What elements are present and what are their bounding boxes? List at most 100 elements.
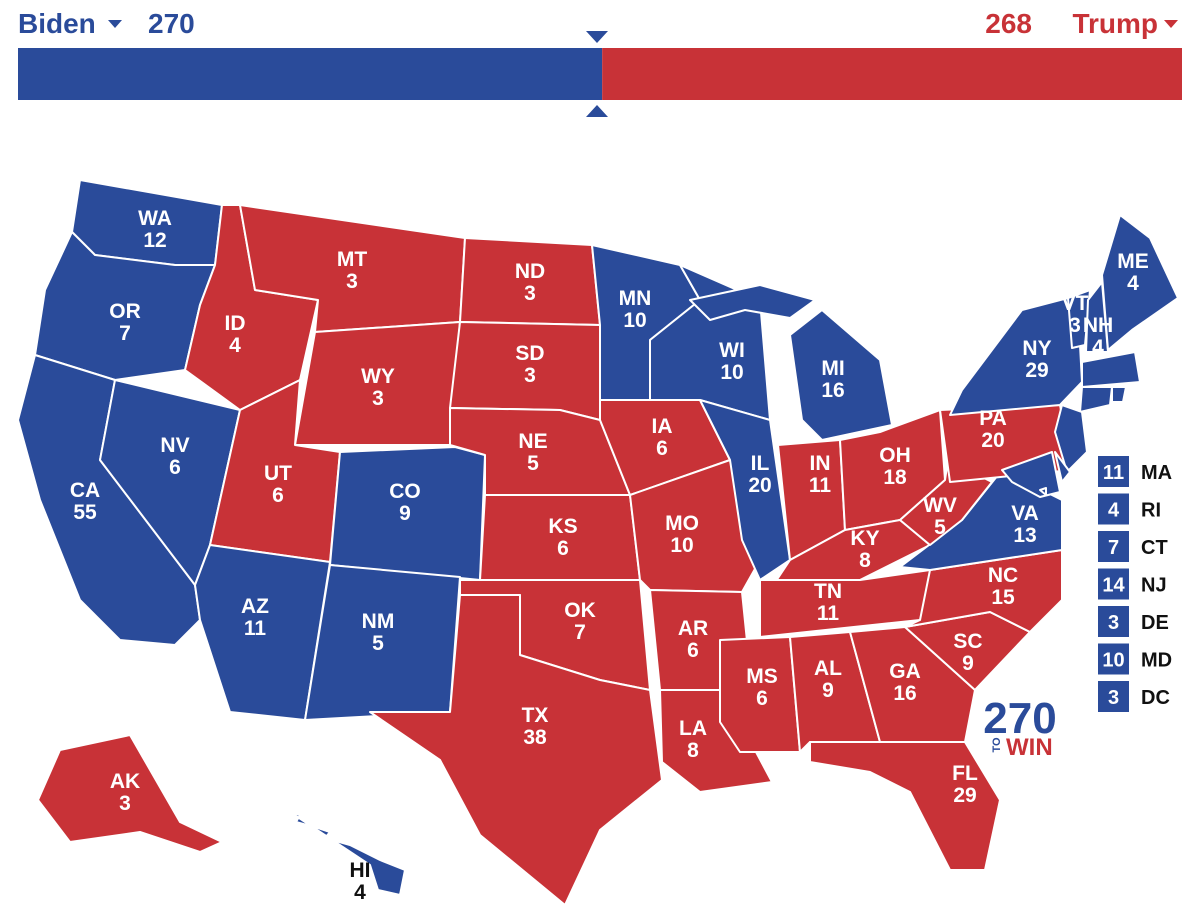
votes-box [1098,568,1129,600]
state-votes: 6 [756,687,768,710]
state-abbr: FL [952,762,978,785]
votes-box [1098,531,1129,562]
state-abbr: VT [1062,292,1089,315]
state [899,459,993,546]
state-votes: 8 [859,549,871,572]
state-votes: 11 [244,617,267,640]
state-votes: 6 [557,537,569,560]
state-votes: 7 [119,322,131,345]
state-abbr: OR [109,300,141,323]
state-votes: 12 [143,229,166,252]
state-votes: 4 [1127,272,1139,295]
logo-win: WIN [1006,734,1053,761]
right-bar [602,48,1182,100]
state-votes: 7 [574,621,586,644]
state-votes: 15 [991,586,1015,609]
state-abbr: ID [225,312,246,335]
state [37,734,223,853]
state-votes: 10 [623,309,646,332]
dropdown-arrow[interactable] [1164,20,1178,28]
state-votes: 10 [670,534,693,557]
state-votes: 4 [229,334,241,357]
vote-bar [18,48,1182,100]
state-abbr: SD [515,342,544,365]
state-abbr: AK [110,770,140,793]
state-votes: 13 [1013,524,1036,547]
state [1001,451,1061,498]
state-abbr: LA [679,717,707,740]
state-abbr: KY [850,527,879,550]
small-state-list: 11 MA 4 RI 7 CT 14 NJ 3 DE 10 MD 3 DC [1098,456,1172,712]
right-candidate[interactable]: Trump [1072,8,1158,39]
midpoint-marker [586,105,608,117]
state-abbr: NH [1083,314,1113,337]
state [1054,451,1071,483]
state-votes: 8 [687,739,699,762]
midpoint-marker [586,31,608,43]
state-abbr: MN [619,287,652,310]
state-abbr: IA [652,415,673,438]
votes-box [1098,681,1129,712]
state-votes: 3 [346,270,358,293]
state-abbr: DC [1141,687,1170,709]
state [1079,386,1113,413]
state [1067,289,1091,349]
state-abbr: WV [923,494,957,517]
state-abbr: VA [1011,502,1039,525]
state-abbr: ME [1117,250,1149,273]
state-votes: 9 [962,652,974,675]
state-abbr: MD [1141,650,1172,672]
right-votes: 268 [985,8,1032,39]
states [17,179,1179,906]
state-votes: 10 [1102,650,1124,672]
state-votes: 3 [1108,612,1119,634]
state [1054,404,1088,473]
left-candidate[interactable]: Biden [18,8,96,39]
state-votes: 9 [399,502,411,525]
state [904,549,1063,633]
state-votes: 4 [1092,336,1104,359]
state [194,544,331,721]
state-abbr: AZ [241,595,269,618]
state-abbr: SC [953,630,982,653]
state [1039,487,1047,496]
state [329,446,486,581]
state-abbr: ND [515,260,545,283]
state-votes: 3 [1069,314,1081,337]
state-abbr: CO [389,480,421,503]
state-votes: 3 [524,282,536,305]
state-abbr: WY [361,365,395,388]
state [1111,386,1127,403]
state-abbr: RI [1141,500,1161,522]
state-abbr: MT [337,248,367,271]
state-abbr: UT [264,462,292,485]
state-votes: 11 [1103,462,1124,484]
state-abbr: CA [70,479,100,502]
logo: 270 TO WIN [983,694,1056,761]
state-abbr: AL [814,657,842,680]
state-votes: 11 [809,474,832,497]
state [689,284,816,321]
state-votes: 3 [1108,687,1119,709]
state-votes: 29 [1025,359,1048,382]
state-votes: 20 [981,429,1004,452]
state-abbr: NY [1022,337,1051,360]
state-abbr: HI [350,859,371,882]
state-votes: 16 [821,379,844,402]
state-abbr: WA [138,207,172,230]
state-votes: 4 [354,881,366,904]
state-abbr: DE [1141,612,1169,634]
state-votes: 4 [1108,500,1120,522]
dropdown-arrow[interactable] [108,20,122,28]
state-abbr: TX [522,704,549,727]
state-votes: 38 [523,726,547,749]
state [809,741,1001,871]
state-votes: 7 [1108,537,1119,559]
state-abbr: OK [564,599,596,622]
state-abbr: GA [889,660,921,683]
state-abbr: IL [751,452,770,475]
state-abbr: OH [879,444,911,467]
votes-box [1098,643,1129,675]
